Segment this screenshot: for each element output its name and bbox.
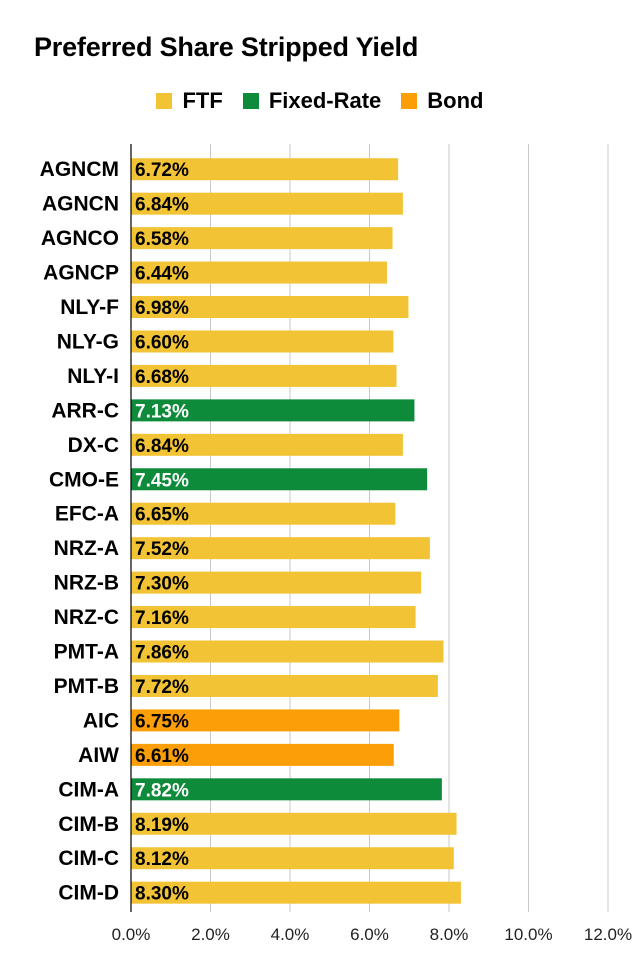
bar [131, 364, 397, 387]
category-label: NRZ-A [54, 537, 119, 560]
legend-label-bond: Bond [427, 88, 484, 113]
legend-item-ftf: FTF [156, 88, 223, 114]
bar [131, 261, 387, 284]
bar [131, 674, 438, 697]
category-label: NLY-F [60, 296, 119, 319]
category-label: CIM-C [58, 847, 119, 870]
bar [131, 640, 444, 663]
bar-value-label: 6.58% [135, 229, 189, 250]
legend-item-fixed-rate: Fixed-Rate [242, 88, 382, 114]
x-tick-label: 12.0% [584, 925, 632, 944]
bar-value-label: 6.65% [135, 505, 189, 526]
bar-value-label: 7.72% [135, 677, 189, 698]
bar-value-label: 7.45% [135, 470, 189, 491]
legend-swatch-ftf [156, 93, 173, 109]
bar-value-label: 6.98% [135, 298, 189, 319]
category-label: AIW [78, 744, 119, 767]
category-label: NLY-G [57, 330, 119, 353]
bar-value-label: 7.30% [135, 574, 189, 595]
bar-value-label: 6.60% [135, 332, 189, 353]
category-label: CIM-D [58, 882, 119, 905]
legend-label-fixed-rate: Fixed-Rate [268, 88, 382, 113]
bar-value-label: 8.30% [135, 884, 189, 905]
category-label: ARR-C [51, 399, 119, 422]
category-label: EFC-A [55, 503, 119, 526]
bar-value-label: 6.68% [135, 367, 189, 388]
x-tick-label: 4.0% [271, 925, 310, 944]
category-label: NRZ-C [54, 606, 119, 629]
x-tick-label: 6.0% [350, 925, 389, 944]
bar [131, 881, 461, 904]
category-label: AIC [83, 709, 119, 732]
legend-label-ftf: FTF [182, 88, 223, 113]
legend-item-bond: Bond [401, 88, 484, 114]
category-label: CIM-A [58, 778, 119, 801]
bar [131, 399, 415, 422]
bar [131, 502, 396, 525]
bar [131, 606, 416, 629]
bar-value-label: 7.82% [135, 780, 189, 801]
bar [131, 778, 442, 801]
bar [131, 812, 457, 835]
category-label: DX-C [68, 434, 119, 457]
bar [131, 227, 393, 250]
chart-legend: FTF Fixed-Rate Bond [0, 88, 640, 114]
category-label: PMT-A [54, 641, 119, 664]
category-label: NRZ-B [54, 572, 119, 595]
legend-swatch-bond [401, 93, 418, 109]
bar [131, 709, 400, 732]
bar-value-label: 7.86% [135, 643, 189, 664]
bar [131, 537, 430, 560]
bar [131, 433, 403, 456]
bar-value-label: 7.13% [135, 401, 189, 422]
bar [131, 296, 409, 319]
bar [131, 330, 394, 353]
bar [131, 847, 454, 870]
bar-value-label: 6.72% [135, 160, 189, 181]
x-tick-label: 10.0% [504, 925, 552, 944]
bar-value-label: 7.16% [135, 608, 189, 629]
category-label: AGNCP [43, 262, 119, 285]
bar-value-label: 8.19% [135, 815, 189, 836]
chart-title: Preferred Share Stripped Yield [34, 32, 419, 62]
bar-value-label: 6.84% [135, 436, 189, 457]
bar [131, 743, 394, 766]
bar-value-label: 6.61% [135, 746, 189, 767]
legend-swatch-fixed-rate [242, 93, 259, 109]
x-tick-label: 2.0% [191, 925, 230, 944]
bar [131, 571, 422, 594]
bar [131, 158, 399, 181]
bar-value-label: 8.12% [135, 849, 189, 870]
x-tick-label: 8.0% [430, 925, 469, 944]
bar-value-label: 6.84% [135, 195, 189, 216]
category-label: AGNCM [40, 158, 119, 181]
bar-value-label: 6.44% [135, 264, 189, 285]
bar [131, 468, 428, 491]
bar-value-label: 7.52% [135, 539, 189, 560]
x-tick-label: 0.0% [112, 925, 151, 944]
bar [131, 192, 403, 215]
category-label: AGNCO [41, 227, 119, 250]
category-label: NLY-I [67, 365, 119, 388]
category-label: PMT-B [54, 675, 119, 698]
category-label: CMO-E [49, 468, 119, 491]
category-label: AGNCN [42, 193, 119, 216]
bar-value-label: 6.75% [135, 711, 189, 732]
category-label: CIM-B [58, 813, 119, 836]
